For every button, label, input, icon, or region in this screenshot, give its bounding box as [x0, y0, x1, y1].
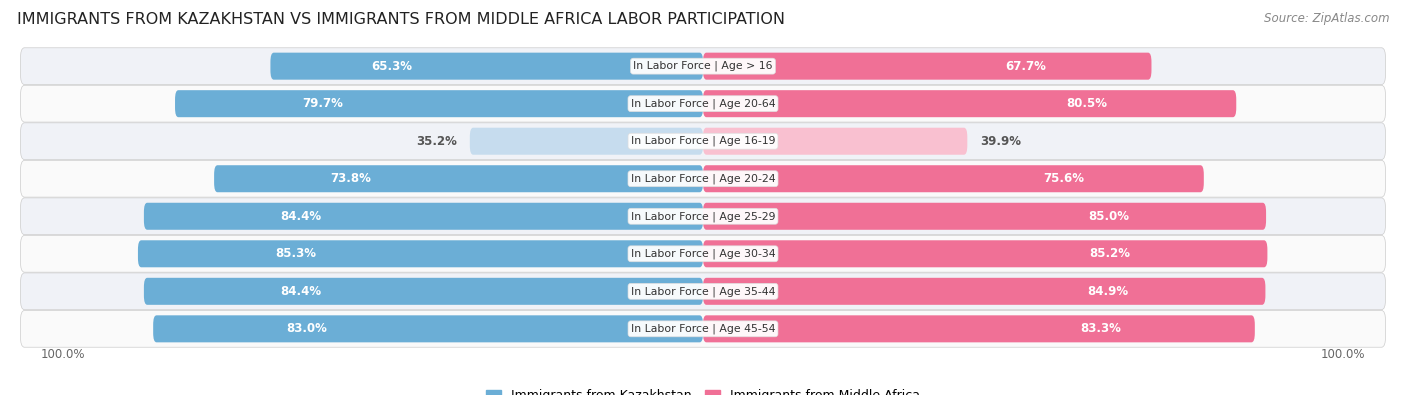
FancyBboxPatch shape [703, 240, 1267, 267]
Text: 35.2%: 35.2% [416, 135, 457, 148]
FancyBboxPatch shape [21, 273, 1385, 310]
FancyBboxPatch shape [703, 128, 967, 155]
Text: In Labor Force | Age 30-34: In Labor Force | Age 30-34 [631, 248, 775, 259]
FancyBboxPatch shape [21, 198, 1385, 235]
Text: 85.2%: 85.2% [1088, 247, 1130, 260]
Text: 85.0%: 85.0% [1088, 210, 1129, 223]
Text: In Labor Force | Age 20-24: In Labor Force | Age 20-24 [631, 173, 775, 184]
Text: 65.3%: 65.3% [371, 60, 412, 73]
FancyBboxPatch shape [143, 203, 703, 230]
FancyBboxPatch shape [703, 203, 1265, 230]
FancyBboxPatch shape [21, 48, 1385, 85]
FancyBboxPatch shape [21, 160, 1385, 197]
FancyBboxPatch shape [143, 278, 703, 305]
FancyBboxPatch shape [703, 315, 1254, 342]
FancyBboxPatch shape [21, 235, 1385, 272]
FancyBboxPatch shape [21, 310, 1385, 347]
Text: 84.9%: 84.9% [1087, 285, 1129, 298]
FancyBboxPatch shape [214, 165, 703, 192]
Text: 84.4%: 84.4% [280, 285, 321, 298]
Text: In Labor Force | Age 45-54: In Labor Force | Age 45-54 [631, 324, 775, 334]
Text: 75.6%: 75.6% [1043, 172, 1084, 185]
Text: 83.3%: 83.3% [1080, 322, 1121, 335]
FancyBboxPatch shape [703, 53, 1152, 80]
Text: 39.9%: 39.9% [980, 135, 1022, 148]
Text: In Labor Force | Age 16-19: In Labor Force | Age 16-19 [631, 136, 775, 147]
FancyBboxPatch shape [270, 53, 703, 80]
Text: 100.0%: 100.0% [1322, 348, 1365, 361]
FancyBboxPatch shape [138, 240, 703, 267]
FancyBboxPatch shape [153, 315, 703, 342]
FancyBboxPatch shape [703, 165, 1204, 192]
Legend: Immigrants from Kazakhstan, Immigrants from Middle Africa: Immigrants from Kazakhstan, Immigrants f… [481, 384, 925, 395]
Text: 85.3%: 85.3% [276, 247, 316, 260]
Text: 83.0%: 83.0% [287, 322, 328, 335]
FancyBboxPatch shape [703, 278, 1265, 305]
Text: In Labor Force | Age 25-29: In Labor Force | Age 25-29 [631, 211, 775, 222]
FancyBboxPatch shape [21, 123, 1385, 160]
Text: 73.8%: 73.8% [330, 172, 371, 185]
Text: 80.5%: 80.5% [1067, 97, 1108, 110]
FancyBboxPatch shape [174, 90, 703, 117]
FancyBboxPatch shape [21, 85, 1385, 122]
Text: In Labor Force | Age 35-44: In Labor Force | Age 35-44 [631, 286, 775, 297]
Text: Source: ZipAtlas.com: Source: ZipAtlas.com [1264, 12, 1389, 25]
Text: 79.7%: 79.7% [302, 97, 343, 110]
FancyBboxPatch shape [470, 128, 703, 155]
FancyBboxPatch shape [703, 90, 1236, 117]
Text: In Labor Force | Age > 16: In Labor Force | Age > 16 [633, 61, 773, 71]
Text: 84.4%: 84.4% [280, 210, 321, 223]
Text: In Labor Force | Age 20-64: In Labor Force | Age 20-64 [631, 98, 775, 109]
Text: 67.7%: 67.7% [1005, 60, 1046, 73]
Text: 100.0%: 100.0% [41, 348, 84, 361]
Text: IMMIGRANTS FROM KAZAKHSTAN VS IMMIGRANTS FROM MIDDLE AFRICA LABOR PARTICIPATION: IMMIGRANTS FROM KAZAKHSTAN VS IMMIGRANTS… [17, 12, 785, 27]
